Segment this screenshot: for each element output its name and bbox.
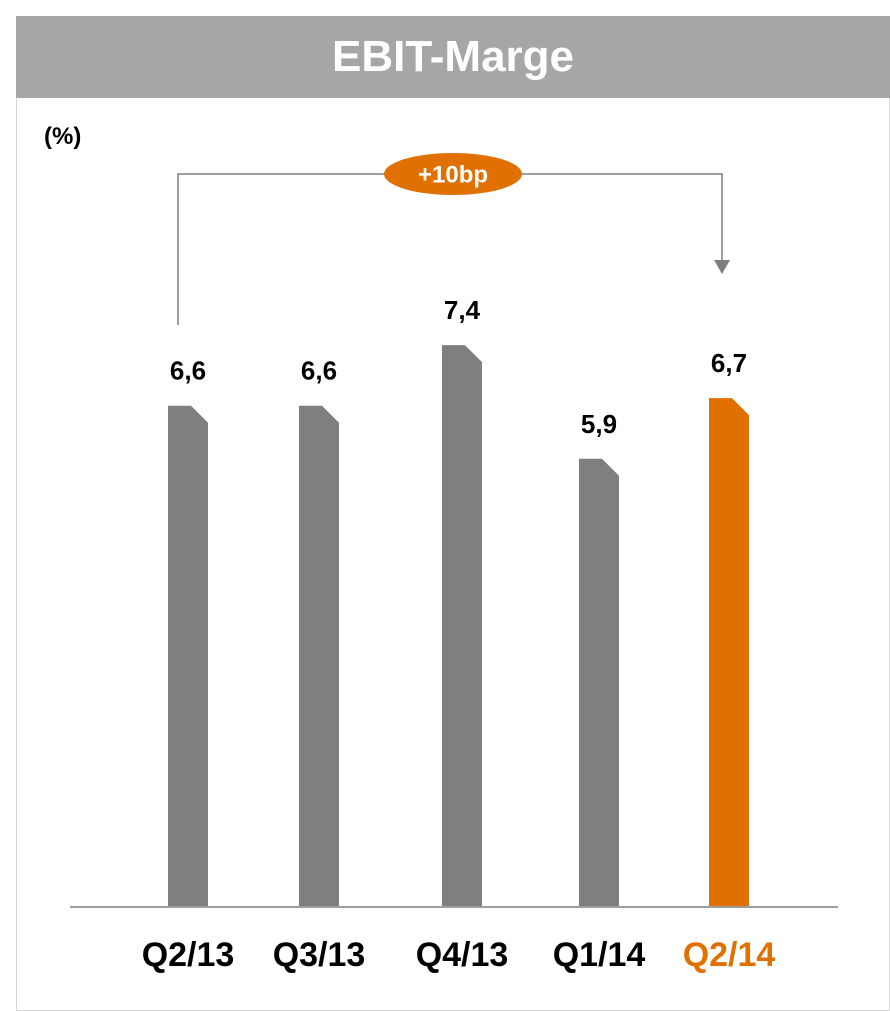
x-tick-q3-13: Q3/13 bbox=[273, 936, 366, 974]
value-label-q3-13: 6,6 bbox=[301, 356, 337, 386]
chart-title: EBIT-Marge bbox=[16, 16, 890, 98]
bar-q2-14 bbox=[709, 398, 749, 906]
bar-q2-13 bbox=[168, 405, 208, 906]
value-label-q1-14: 5,9 bbox=[581, 409, 617, 439]
bar-q3-13 bbox=[299, 405, 339, 906]
x-tick-q2-14: Q2/14 bbox=[683, 936, 776, 974]
value-label-q2-13: 6,6 bbox=[170, 356, 206, 386]
value-labels-group: 6,6 6,6 7,4 5,9 6,7 bbox=[170, 295, 747, 439]
bars-group bbox=[168, 345, 749, 907]
x-tick-q4-13: Q4/13 bbox=[416, 936, 509, 974]
bar-q4-13 bbox=[442, 345, 482, 907]
delta-annotation: +10bp bbox=[177, 153, 730, 325]
x-tick-q2-13: Q2/13 bbox=[142, 936, 235, 974]
x-tick-labels-group: Q2/13 Q3/13 Q4/13 Q1/14 Q2/14 bbox=[142, 936, 776, 974]
bar-q1-14 bbox=[579, 458, 619, 906]
unit-label: (%) bbox=[44, 123, 82, 150]
delta-badge-text: +10bp bbox=[418, 162, 488, 189]
delta-badge bbox=[384, 153, 522, 195]
x-tick-q1-14: Q1/14 bbox=[553, 936, 646, 974]
value-label-q4-13: 7,4 bbox=[444, 295, 481, 325]
value-label-q2-14: 6,7 bbox=[711, 348, 747, 378]
delta-arrowhead bbox=[714, 260, 730, 274]
